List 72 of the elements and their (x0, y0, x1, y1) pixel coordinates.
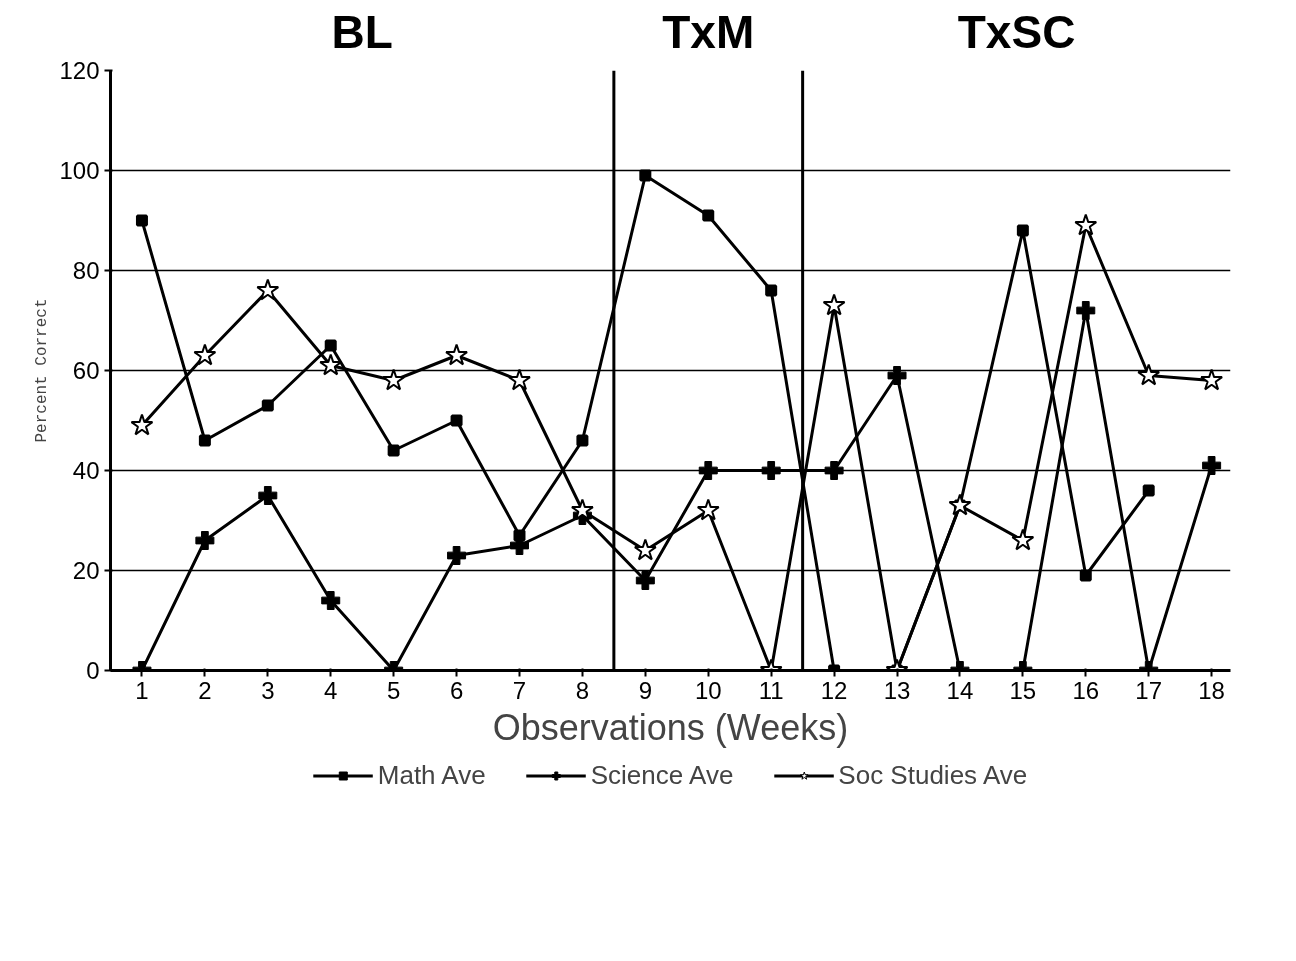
y-tick-label: 100 (59, 157, 100, 184)
x-tick-label: 12 (820, 676, 848, 704)
x-axis-title: Observations (Weeks) (492, 706, 849, 748)
point (193, 343, 217, 366)
point (382, 368, 406, 391)
point (1016, 224, 1029, 237)
point (447, 546, 467, 565)
point (450, 414, 463, 427)
y-tick-label: 80 (72, 257, 100, 284)
point (570, 498, 594, 521)
y-tick-label: 60 (72, 357, 100, 384)
legend-label: Science Ave (590, 759, 734, 791)
x-tick-label: 16 (1072, 676, 1100, 704)
point (130, 413, 154, 436)
point (195, 531, 215, 550)
point (258, 486, 278, 505)
point (445, 343, 469, 366)
text: BL (331, 5, 393, 58)
point (824, 461, 844, 480)
x-tick-label: 7 (512, 676, 527, 704)
x-tick-label: 11 (758, 676, 784, 704)
point (698, 461, 718, 480)
point (639, 169, 652, 182)
x-tick-label: 9 (638, 676, 653, 704)
x-tick-label: 2 (198, 676, 212, 704)
point (1137, 363, 1161, 386)
x-tick-label: 3 (261, 676, 275, 704)
point (822, 293, 846, 316)
point (633, 538, 657, 561)
point (321, 591, 341, 610)
point (324, 339, 337, 352)
point (135, 214, 148, 227)
point (1202, 456, 1222, 475)
x-tick-label: 1 (135, 676, 149, 704)
x-tick-label: 17 (1135, 676, 1163, 704)
point (198, 434, 211, 447)
x-tick-label: 15 (1009, 676, 1037, 704)
y-axis-title: Percent Correct (33, 298, 52, 443)
point (1142, 484, 1155, 497)
point (887, 366, 907, 385)
point (702, 209, 715, 222)
text: TxM (662, 5, 755, 58)
x-tick-label: 8 (575, 676, 590, 704)
legend-label: Soc Studies Ave (838, 759, 1028, 791)
x-tick-label: 6 (449, 676, 464, 704)
point (1076, 301, 1096, 320)
point (387, 444, 400, 457)
text: TxSC (957, 5, 1076, 58)
point (696, 498, 720, 521)
y-tick-label: 40 (72, 457, 100, 484)
point (1200, 368, 1224, 391)
x-tick-label: 18 (1198, 676, 1225, 704)
y-tick-label: 120 (59, 57, 100, 84)
point (765, 284, 778, 297)
x-tick-label: 10 (694, 676, 722, 704)
y-tick-label: 0 (86, 657, 100, 684)
point (576, 434, 589, 447)
x-tick-label: 4 (324, 676, 338, 704)
legend-label: Math Ave (377, 759, 486, 791)
point (319, 353, 343, 376)
point (761, 461, 781, 480)
x-tick-label: 5 (386, 676, 401, 704)
point (256, 278, 280, 301)
x-tick-label: 13 (883, 676, 911, 704)
point (508, 368, 531, 391)
point (635, 571, 655, 590)
point (1011, 528, 1035, 551)
point (261, 399, 274, 412)
point (1074, 213, 1098, 236)
x-tick-label: 14 (946, 676, 974, 704)
y-tick-label: 20 (72, 557, 100, 584)
point (1079, 569, 1092, 582)
